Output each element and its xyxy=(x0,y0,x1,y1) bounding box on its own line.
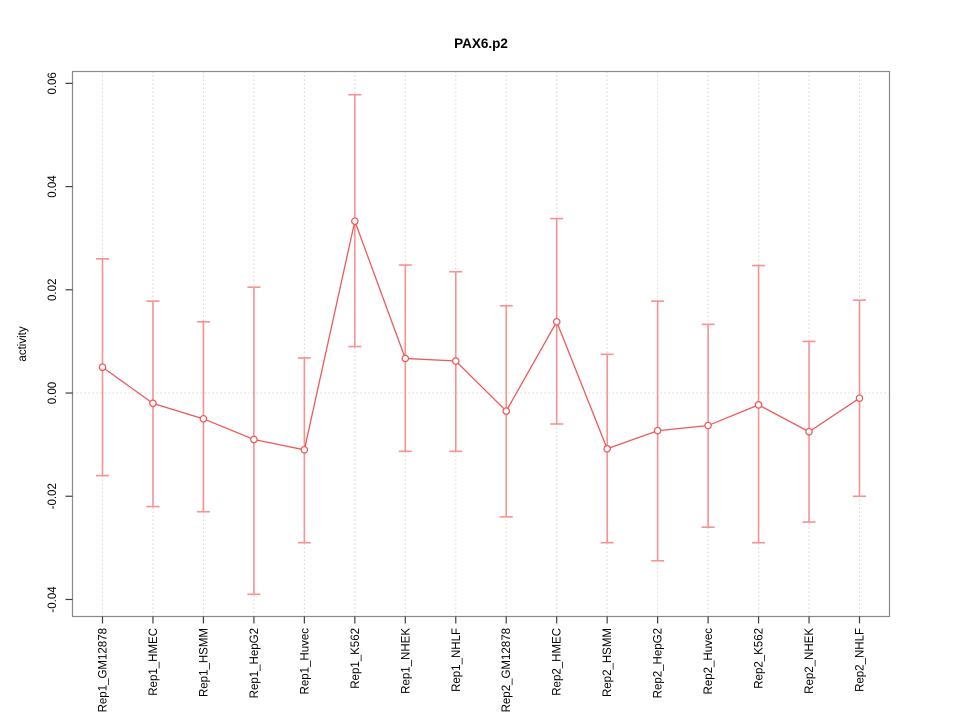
data-point xyxy=(502,407,511,415)
x-tick-label: Rep2_HMEC xyxy=(552,628,564,696)
data-point xyxy=(603,444,612,453)
data-point xyxy=(552,317,561,326)
y-tick-label: 0.02 xyxy=(47,279,59,301)
data-point xyxy=(653,426,662,435)
y-tick-label: 0.06 xyxy=(47,72,59,94)
y-tick-label: 0.04 xyxy=(47,175,59,198)
data-point xyxy=(149,399,157,408)
x-tick-label: Rep1_NHEK xyxy=(400,628,412,694)
x-tick-label: Rep1_HMEC xyxy=(148,628,160,696)
x-tick-label: Rep1_Huvec xyxy=(299,628,311,695)
x-tick-label: Rep1_K562 xyxy=(350,628,362,689)
x-tick-label: Rep2_NHLF xyxy=(855,628,867,692)
data-point xyxy=(704,421,712,430)
data-point xyxy=(350,217,359,226)
data-point xyxy=(250,435,258,444)
series-line xyxy=(102,218,860,451)
x-tick-label: Rep2_NHEK xyxy=(804,628,816,694)
y-tick-label: -0.04 xyxy=(47,586,59,613)
x-tick-label: Rep2_GM12878 xyxy=(501,628,513,712)
data-point xyxy=(401,354,410,363)
x-tick-label: Rep1_NHLF xyxy=(451,628,463,692)
data-point xyxy=(805,427,813,436)
x-tick-label: Rep2_Huvec xyxy=(703,628,715,695)
x-tick-label: Rep2_K562 xyxy=(754,628,766,689)
data-point xyxy=(451,357,460,365)
chart-title: PAX6.p2 xyxy=(454,36,508,51)
x-tick-label: Rep1_HepG2 xyxy=(249,628,261,698)
y-axis-title: activity xyxy=(17,326,29,361)
data-point xyxy=(855,394,864,403)
y-tick-label: -0.02 xyxy=(47,483,59,509)
data-point xyxy=(199,414,208,423)
data-point xyxy=(754,401,763,409)
x-tick-label: Rep1_HSMM xyxy=(198,628,210,697)
plot-frame xyxy=(71,70,891,618)
x-tick-label: Rep2_HSMM xyxy=(602,628,614,697)
data-point xyxy=(300,445,309,454)
data-point xyxy=(98,363,107,372)
y-tick-label: 0.00 xyxy=(47,382,59,404)
x-tick-label: Rep2_HepG2 xyxy=(653,628,665,698)
x-tick-label: Rep1_GM12878 xyxy=(98,628,110,712)
plot-area: -0.04 -0.02 0.00 0.02 0.04 0.06 Rep1_GM12878 Re… xyxy=(47,70,891,712)
